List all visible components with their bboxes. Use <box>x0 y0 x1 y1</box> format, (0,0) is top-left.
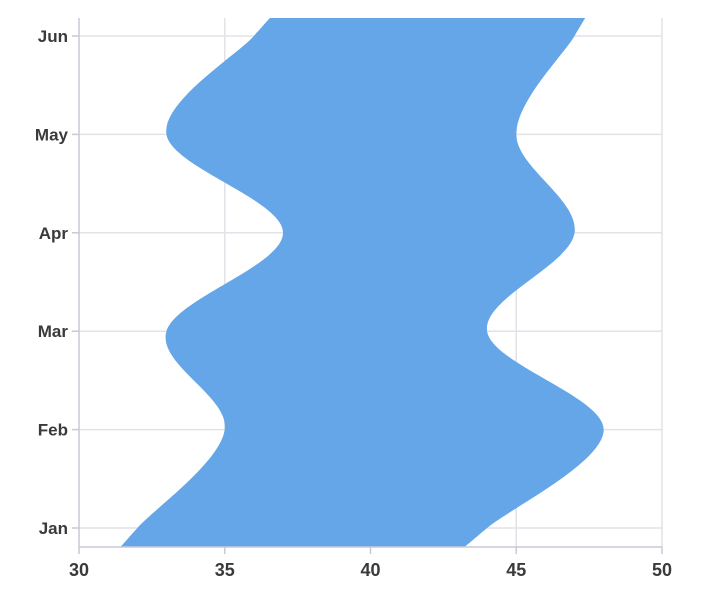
axes <box>72 18 663 554</box>
y-tick-label-may: May <box>35 125 69 144</box>
x-tick-label-45: 45 <box>506 560 526 580</box>
y-tick-label-feb: Feb <box>38 421 68 440</box>
x-tick-label-40: 40 <box>360 560 380 580</box>
range-area-series[interactable] <box>120 18 604 547</box>
x-tick-label-35: 35 <box>215 560 235 580</box>
x-tick-label-30: 30 <box>69 560 89 580</box>
y-tick-label-mar: Mar <box>38 322 69 341</box>
plot-area <box>120 18 604 547</box>
tick-labels: 30 35 40 45 50 Jan Feb Mar Apr May Jun <box>35 27 672 580</box>
y-tick-label-jan: Jan <box>39 519 68 538</box>
x-tick-label-50: 50 <box>652 560 672 580</box>
y-tick-label-jun: Jun <box>38 27 68 46</box>
y-tick-label-apr: Apr <box>39 224 69 243</box>
